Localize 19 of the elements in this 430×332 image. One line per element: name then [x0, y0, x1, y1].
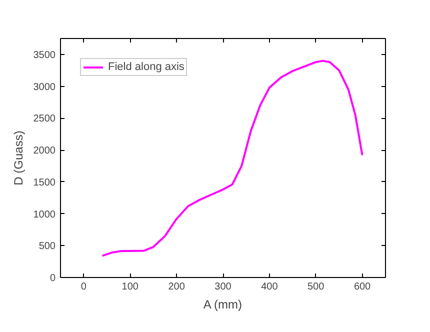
x-axis-title: A (mm): [203, 298, 242, 312]
legend-label: Field along axis: [108, 61, 184, 73]
y-axis-title: D (Guass): [11, 130, 26, 186]
x-tick-label: 300: [214, 282, 232, 292]
y-tick-label: 3000: [33, 82, 56, 93]
y-tick-label: 1000: [33, 209, 56, 220]
line-series: [101, 60, 364, 257]
x-tick-label: 200: [168, 282, 186, 292]
y-tick-label: 500: [38, 241, 56, 252]
x-tick-label: 500: [308, 282, 325, 292]
y-tick-label: 0: [50, 273, 56, 284]
y-tick-label: 2500: [33, 114, 56, 125]
y-tick-label: 1500: [33, 177, 56, 188]
x-tick-label: 0: [80, 282, 87, 292]
y-tick-label: 3500: [33, 50, 56, 61]
y-tick-label: 2000: [33, 146, 56, 157]
x-tick-label: 400: [261, 282, 278, 292]
x-tick-label: 100: [122, 282, 139, 292]
x-tick-label: 600: [354, 282, 372, 292]
